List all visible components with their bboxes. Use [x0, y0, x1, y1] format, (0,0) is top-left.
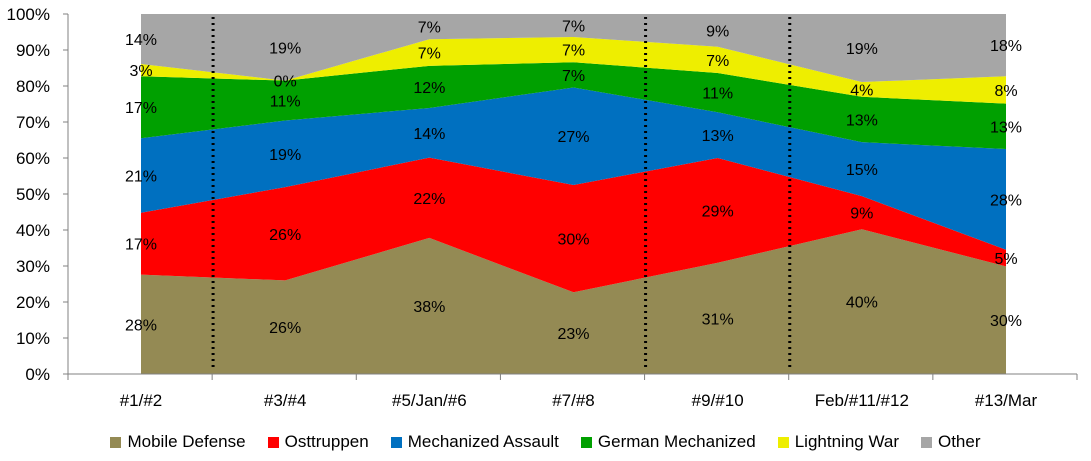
- data-label: 13%: [702, 128, 734, 145]
- legend-swatch: [580, 436, 592, 448]
- legend-label: Mobile Defense: [127, 432, 246, 451]
- legend-label: Osttruppen: [284, 432, 369, 451]
- data-label: 7%: [562, 43, 585, 60]
- y-tick-label: 10%: [16, 329, 50, 348]
- x-tick-label: #3/#4: [264, 391, 307, 410]
- data-label: 12%: [413, 80, 445, 97]
- y-tick-label: 70%: [16, 113, 50, 132]
- x-tick-label: #13/Mar: [975, 391, 1038, 410]
- data-label: 17%: [125, 237, 157, 254]
- data-label: 9%: [706, 23, 729, 40]
- x-tick-label: #1/#2: [120, 391, 163, 410]
- data-label: 19%: [269, 147, 301, 164]
- data-label: 15%: [846, 162, 878, 179]
- x-tick-label: #9/#10: [692, 391, 744, 410]
- data-label: 31%: [702, 311, 734, 328]
- data-label: 0%: [274, 74, 297, 91]
- legend-item: Osttruppen: [267, 432, 369, 452]
- data-label: 30%: [557, 232, 589, 249]
- legend-item: Mechanized Assault: [390, 432, 559, 452]
- data-label: 28%: [990, 192, 1022, 209]
- data-label: 21%: [125, 168, 157, 185]
- legend-item: Lightning War: [777, 432, 899, 452]
- data-label: 14%: [413, 126, 445, 143]
- legend-item: German Mechanized: [580, 432, 756, 452]
- axes: [63, 13, 1078, 380]
- y-tick-labels: 0% 10% 20% 30% 40% 50% 60% 70% 80% 90% 100%: [7, 5, 50, 384]
- data-label: 28%: [125, 317, 157, 334]
- y-tick-label: 60%: [16, 149, 50, 168]
- legend-swatch: [390, 436, 402, 448]
- legend-label: Other: [937, 432, 981, 451]
- y-tick-label: 30%: [16, 257, 50, 276]
- data-label: 7%: [418, 46, 441, 63]
- data-label: 14%: [125, 32, 157, 49]
- data-label: 13%: [990, 119, 1022, 136]
- data-label: 7%: [562, 19, 585, 36]
- data-label: 5%: [994, 251, 1017, 268]
- data-label: 38%: [413, 299, 445, 316]
- data-label: 7%: [562, 68, 585, 85]
- data-label: 29%: [702, 203, 734, 220]
- legend-label: German Mechanized: [597, 432, 756, 451]
- legend-item: Other: [920, 432, 981, 452]
- y-tick-label: 90%: [16, 41, 50, 60]
- data-label: 23%: [557, 326, 589, 343]
- area-other: [141, 14, 1006, 83]
- legend-item: Mobile Defense: [110, 432, 246, 452]
- legend-swatch: [110, 436, 122, 448]
- x-tick-label: Feb/#11/#12: [815, 391, 909, 410]
- data-label: 18%: [990, 38, 1022, 55]
- data-label: 4%: [850, 82, 873, 99]
- data-label: 7%: [418, 20, 441, 37]
- y-tick-label: 20%: [16, 293, 50, 312]
- legend-label: Lightning War: [794, 432, 899, 451]
- area-mechanized-assault: [141, 87, 1006, 250]
- x-tick-label: #7/#8: [552, 391, 595, 410]
- x-tick-labels: #1/#2 #3/#4 #5/Jan/#6 #7/#8 #9/#10 Feb/#11/#1…: [120, 391, 1038, 410]
- data-label: 40%: [846, 295, 878, 312]
- data-label: 8%: [994, 83, 1017, 100]
- area-lightning-war: [141, 37, 1006, 104]
- data-label: 11%: [270, 94, 301, 111]
- data-label: 26%: [269, 320, 301, 337]
- area-german-mechanized: [141, 62, 1006, 149]
- x-tick-label: #5/Jan/#6: [392, 391, 467, 410]
- data-label: 17%: [125, 100, 157, 117]
- data-label: 19%: [269, 40, 301, 57]
- data-label: 19%: [846, 41, 878, 58]
- data-label: 9%: [850, 206, 873, 223]
- y-tick-label: 50%: [16, 185, 50, 204]
- period-separators: [211, 17, 792, 371]
- data-label: 13%: [846, 112, 878, 129]
- data-label: 27%: [557, 129, 589, 146]
- legend-label: Mechanized Assault: [407, 432, 559, 451]
- legend: Mobile Defense Osttruppen Mechanized Assau…: [0, 430, 1091, 454]
- y-tick-label: 0%: [25, 365, 50, 384]
- data-label: 3%: [129, 63, 152, 80]
- y-tick-label: 100%: [7, 5, 50, 24]
- data-labels: 28% 26% 38% 23% 31% 40% 30% 17% 26% 22% 30% 29% 9% 5%…: [125, 19, 1022, 344]
- area-mobile-defense: [141, 229, 1006, 374]
- data-label: 22%: [413, 191, 445, 208]
- data-label: 30%: [990, 313, 1022, 330]
- data-label: 26%: [269, 227, 301, 244]
- legend-swatch: [267, 436, 279, 448]
- data-label: 7%: [706, 53, 729, 70]
- y-tick-label: 80%: [16, 77, 50, 96]
- y-tick-label: 40%: [16, 221, 50, 240]
- stacked-area-chart: 0%10%20%30%40%50%60%70%80%90%100% #1/#2 #…: [7, 5, 1078, 410]
- legend-swatch: [777, 436, 789, 448]
- data-label: 11%: [702, 86, 733, 103]
- legend-swatch: [920, 436, 932, 448]
